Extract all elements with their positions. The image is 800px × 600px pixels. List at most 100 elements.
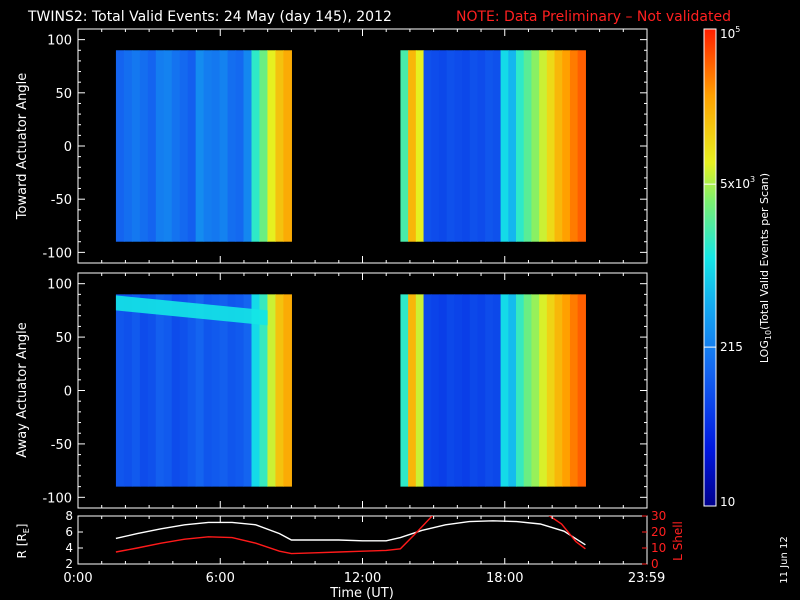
heatmap-column (283, 50, 292, 242)
away-angle-ylabel: Away Actuator Angle (15, 322, 30, 457)
preliminary-note: NOTE: Data Preliminary – Not validated (456, 9, 731, 25)
colorbar-label-log: LOG (758, 340, 771, 363)
lshell-tick-label: 10 (651, 541, 666, 555)
heatmap-column (562, 294, 571, 487)
r-axis-label-close: ] (15, 524, 29, 529)
heatmap-column (211, 294, 221, 487)
heatmap-column (139, 50, 149, 242)
heatmap-column (469, 50, 479, 242)
y-tick-label: 100 (47, 34, 72, 49)
heatmap-column (492, 50, 502, 242)
heatmap-column (227, 294, 237, 487)
heatmap-column (516, 294, 525, 487)
away-angle-panel: 100 50 0 -50 -100 Away Actuator Angle (15, 272, 648, 509)
heatmap-column (400, 50, 409, 242)
heatmap-column (243, 294, 253, 487)
heatmap-column (275, 294, 284, 487)
heatmap-column (431, 50, 440, 242)
lshell-tick-label: 0 (651, 557, 659, 571)
heatmap-column (446, 294, 455, 487)
heatmap-column (577, 294, 586, 487)
heatmap-column (400, 294, 409, 487)
heatmap-column (203, 294, 213, 487)
heatmap-column (554, 294, 563, 487)
heatmap-column (539, 50, 548, 242)
heatmap-column (267, 50, 277, 242)
colorbar-tick-label: 5x103 (720, 175, 755, 191)
time-axis-label: Time (UT) (329, 586, 394, 600)
colorbar-scale (703, 28, 717, 507)
heatmap-column (462, 50, 471, 242)
heatmap-column (163, 294, 173, 487)
heatmap-column (554, 50, 563, 242)
heatmap-column (131, 50, 141, 242)
heatmap-column (139, 294, 149, 487)
r-axis-label: R [RE] (15, 524, 31, 559)
ephemeris-axis: 8 6 4 2 30 20 10 0 0:00 6:00 12:00 18:00 23:59 (63, 509, 666, 586)
heatmap-column (531, 50, 540, 242)
lshell-tick-label: 30 (651, 509, 666, 523)
colorbar-label: LOG10(Total Valid Events per Scan) (758, 173, 773, 363)
heatmap-column (477, 294, 486, 487)
lshell-line (115, 516, 434, 555)
colorbar-tick-exponent: 3 (750, 175, 755, 184)
heatmap-column (454, 294, 463, 487)
heatmap-column (115, 50, 125, 242)
x-tick-label: 18:00 (486, 571, 523, 586)
heatmap-column (195, 294, 205, 487)
heatmap-column (546, 50, 556, 242)
colorbar-ticks: 105 5x103 215 10 (704, 25, 755, 509)
heatmap-column (438, 294, 448, 487)
away-angle-axis: 100 50 0 -50 -100 (42, 273, 648, 508)
heatmap-column (500, 294, 509, 487)
heatmap-column (438, 50, 448, 242)
heatmap-column (163, 50, 173, 242)
colorbar-label-sub: 10 (764, 330, 773, 340)
heatmap-column (259, 50, 269, 242)
y-tick-label: 50 (55, 331, 72, 346)
heatmap-column (500, 50, 509, 242)
heatmap-column (179, 294, 189, 487)
heatmap-column (516, 50, 525, 242)
heatmap-column (171, 294, 181, 487)
heatmap-column (562, 50, 571, 242)
heatmap-column (123, 294, 133, 487)
heatmap-column (235, 50, 245, 242)
y-tick-label: 0 (64, 385, 72, 400)
heatmap-column (187, 50, 197, 242)
r-tick-label: 4 (65, 541, 73, 555)
r-distance-line (115, 520, 586, 546)
heatmap-column (235, 294, 245, 487)
heatmap-column (147, 50, 157, 242)
heatmap-column (423, 294, 432, 487)
y-tick-label: -100 (42, 246, 72, 261)
heatmap-column (569, 50, 579, 242)
heatmap-column (227, 50, 237, 242)
heatmap-column (446, 50, 455, 242)
heatmap-column (147, 294, 157, 487)
x-tick-label: 6:00 (206, 571, 235, 586)
y-tick-label: 100 (47, 278, 72, 293)
heatmap-column (251, 50, 261, 242)
toward-angle-panel: 100 50 0 -50 -100 Toward Actuator Angle (15, 28, 648, 264)
heatmap-column (523, 294, 533, 487)
heatmap-column (454, 50, 463, 242)
heatmap-column (243, 50, 253, 242)
away-angle-heatmap (115, 294, 586, 487)
heatmap-column (531, 294, 540, 487)
colorbar-tick-label: 10 (720, 495, 735, 509)
toward-angle-ylabel: Toward Actuator Angle (15, 73, 30, 220)
ephemeris-lines (115, 516, 586, 555)
heatmap-column (219, 50, 229, 242)
heatmap-column (423, 50, 432, 242)
y-tick-label: 50 (55, 87, 72, 102)
heatmap-column (171, 50, 181, 242)
r-axis-label-sub: E (22, 528, 31, 533)
heatmap-column (408, 294, 417, 487)
heatmap-column (123, 50, 133, 242)
heatmap-column (155, 294, 165, 487)
heatmap-column (115, 294, 125, 487)
heatmap-column (569, 294, 579, 487)
